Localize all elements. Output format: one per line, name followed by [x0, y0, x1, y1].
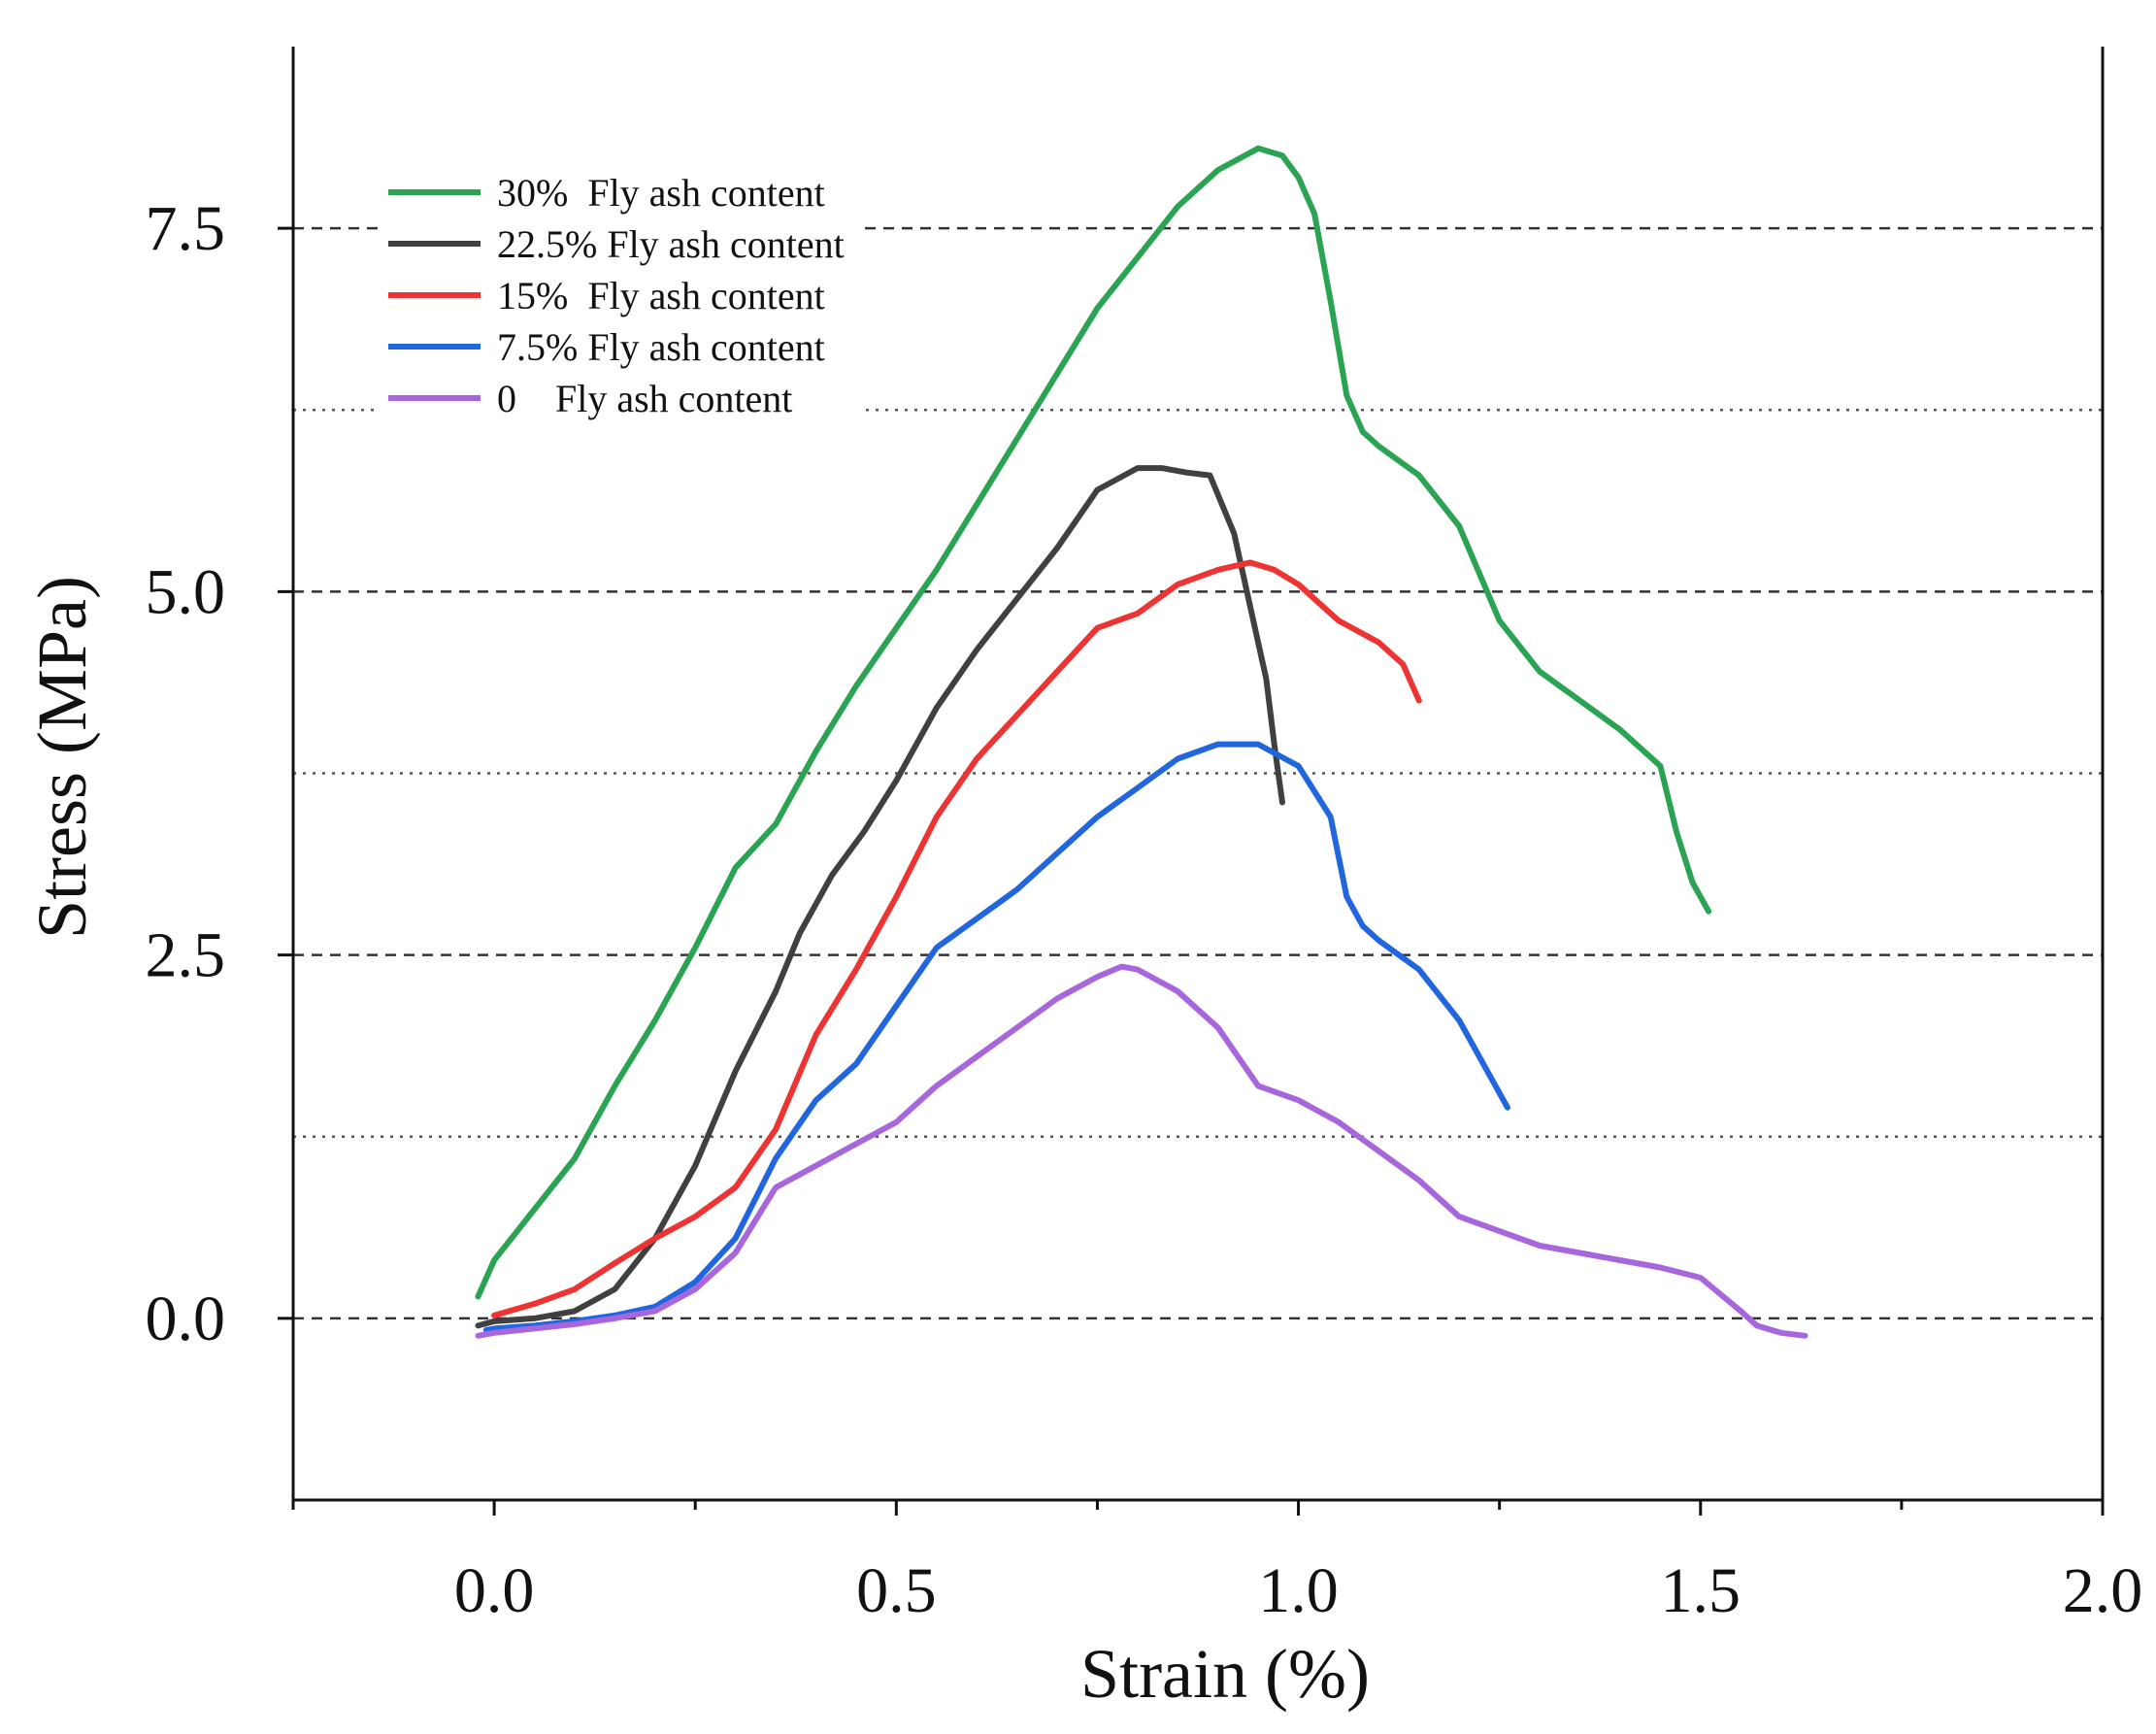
series-line-3	[482, 741, 1510, 1333]
legend-label-1: 22.5% Fly ash content	[497, 222, 845, 266]
y-tick-label: 5.0	[146, 556, 226, 627]
y-tick-label: 2.5	[146, 920, 226, 991]
x-tick-label: 0.5	[856, 1555, 937, 1626]
axes: 0.0 0.5 1.0 1.5 2.0 0.0 2.5 5.0 7.5	[146, 47, 2143, 1626]
x-tick-label: 1.0	[1258, 1555, 1339, 1626]
legend-label-0: 30% Fly ash content	[497, 171, 825, 215]
legend-label-2: 15% Fly ash content	[497, 274, 825, 317]
y-axis-title: Stress (MPa)	[23, 576, 101, 939]
legend-label-4: 0 Fly ash content	[497, 377, 792, 420]
x-tick-label: 0.0	[454, 1555, 535, 1626]
y-tick-label: 7.5	[146, 193, 226, 264]
x-axis-title: Strain (%)	[1080, 1635, 1370, 1713]
series-lines	[475, 145, 1808, 1339]
series-line-4	[475, 963, 1808, 1339]
series-line-0	[475, 145, 1712, 1300]
y-tick-label: 0.0	[146, 1284, 226, 1354]
legend: 30% Fly ash content 22.5% Fly ash content…	[379, 165, 864, 427]
series-line-2	[491, 559, 1422, 1318]
x-tick-label: 2.0	[2063, 1555, 2143, 1626]
legend-label-3: 7.5% Fly ash content	[497, 325, 825, 369]
series-line-1	[475, 465, 1285, 1329]
x-tick-label: 1.5	[1661, 1555, 1741, 1626]
